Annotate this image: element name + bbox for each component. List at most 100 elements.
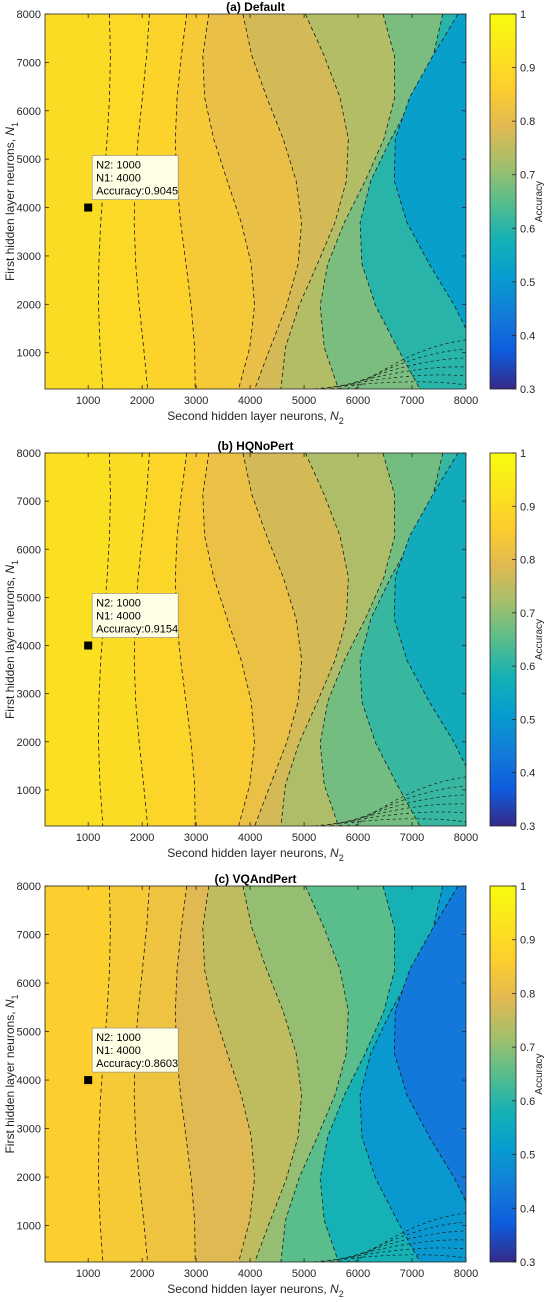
- x-axis-label-symbol: N: [330, 1282, 339, 1296]
- chart-panel-1: 1000 2000 3000 4000 5000 6000 7000 8000 1000 2000…: [3, 0, 545, 426]
- contour-line-4: [202, 453, 255, 826]
- y-tick-label: 8000: [17, 9, 41, 21]
- colorbar-tick-label: 0.7: [520, 1042, 535, 1054]
- colorbar-tick-label: 0.4: [520, 1203, 535, 1215]
- contour-corner-line: [346, 1221, 466, 1262]
- y-axis-label-symbol: N: [3, 565, 17, 574]
- colorbar-tick-label: 1: [520, 881, 526, 893]
- x-tick-label: 7000: [400, 1268, 424, 1280]
- contour-band-10: [394, 886, 466, 1202]
- y-tick-label: 2000: [17, 737, 41, 749]
- colorbar-tick-label: 0.5: [520, 1150, 535, 1162]
- datatip-box[interactable]: [91, 1027, 179, 1073]
- y-axis-label-subscript: 1: [10, 122, 20, 127]
- x-tick-label: 4000: [238, 395, 262, 407]
- datatip-line-3: Accuracy:0.8603: [96, 1058, 178, 1070]
- contour-line-2: [133, 453, 150, 826]
- x-tick-label: 7000: [400, 832, 424, 844]
- y-axis-label-subscript: 1: [10, 560, 20, 565]
- colorbar-tick-label: 0.6: [520, 1096, 535, 1108]
- x-axis-label-subscript: 2: [339, 853, 344, 863]
- y-tick-label: 4000: [17, 1075, 41, 1087]
- chart-panel-2: 1000 2000 3000 4000 5000 6000 7000 8000 1000 2000…: [3, 439, 545, 863]
- contour-line-1: [98, 453, 111, 826]
- plot-frame: [44, 885, 467, 1263]
- y-tick-label: 1000: [17, 1221, 41, 1233]
- x-tick-label: 7000: [400, 395, 424, 407]
- datatip-marker[interactable]: [84, 203, 93, 212]
- x-tick-label: 3000: [184, 832, 208, 844]
- colorbar-tick-label: 0.7: [520, 170, 535, 182]
- x-tick-label: 5000: [292, 1268, 316, 1280]
- contour-line-9: [393, 886, 466, 1203]
- y-axis-label-text: First hidden layer neurons,: [3, 574, 17, 719]
- colorbar-tick-label: 0.4: [520, 330, 535, 342]
- contour-line-5: [242, 14, 303, 389]
- contour-corner-line: [346, 348, 466, 389]
- x-tick-label: 5000: [292, 395, 316, 407]
- x-tick-label: 4000: [238, 832, 262, 844]
- colorbar-tick-label: 0.3: [520, 821, 535, 833]
- contour-corner-line: [338, 794, 466, 826]
- y-tick-label: 8000: [17, 881, 41, 893]
- x-tick-label: 1000: [76, 395, 100, 407]
- colorbar-tick-label: 0.5: [520, 277, 535, 289]
- y-tick-label: 3000: [17, 251, 41, 263]
- x-tick-label: 1000: [76, 1268, 100, 1280]
- contour-corner-line: [338, 1230, 466, 1262]
- x-axis-label-text: Second hidden layer neurons,: [167, 846, 330, 860]
- x-tick-label: 8000: [454, 832, 478, 844]
- datatip-line-2: N1: 4000: [96, 173, 141, 185]
- x-axis-label-symbol: N: [330, 409, 339, 423]
- y-tick-label: 2000: [17, 299, 41, 311]
- x-axis-label: Second hidden layer neurons, N2: [167, 409, 343, 426]
- x-axis-label-text: Second hidden layer neurons,: [167, 409, 330, 423]
- y-tick-label: 1000: [17, 785, 41, 797]
- x-axis-label-subscript: 2: [339, 416, 344, 426]
- y-axis-label: First hidden layer neurons, N1: [3, 994, 20, 1153]
- y-tick-label: 5000: [17, 592, 41, 604]
- colorbar-tick-label: 1: [520, 448, 526, 460]
- colorbar: [489, 885, 517, 1263]
- colorbar-tick-label: 0.4: [520, 768, 535, 780]
- x-tick-label: 6000: [346, 1268, 370, 1280]
- contour-corner-line: [314, 1254, 466, 1262]
- y-tick-label: 5000: [17, 154, 41, 166]
- y-tick-label: 8000: [17, 448, 41, 460]
- contour-corner-line: [314, 381, 466, 389]
- colorbar-label: Accuracy: [534, 619, 545, 660]
- y-tick-label: 7000: [17, 930, 41, 942]
- datatip-line-1: N2: 1000: [96, 1032, 141, 1044]
- datatip-line-2: N1: 4000: [96, 1045, 141, 1057]
- datatip-line-3: Accuracy:0.9045: [96, 186, 178, 198]
- contour-line-5: [242, 886, 303, 1262]
- x-axis-label: Second hidden layer neurons, N2: [167, 1282, 343, 1299]
- y-tick-label: 7000: [17, 57, 41, 69]
- colorbar-tick-label: 0.8: [520, 116, 535, 128]
- x-axis-label-text: Second hidden layer neurons,: [167, 1282, 330, 1296]
- contour-line-6: [280, 14, 349, 389]
- datatip-line-3: Accuracy:0.9154: [96, 624, 178, 636]
- chart-title: (a) Default: [226, 0, 285, 14]
- chart-panel-3: 1000 2000 3000 4000 5000 6000 7000 8000 1000 2000…: [3, 872, 545, 1299]
- datatip-marker[interactable]: [84, 641, 93, 650]
- y-axis-label-symbol: N: [3, 999, 17, 1008]
- x-tick-label: 2000: [130, 395, 154, 407]
- datatip-box[interactable]: [91, 155, 179, 200]
- contour-line-7: [319, 453, 396, 826]
- datatip-box[interactable]: [91, 593, 179, 638]
- contour-line-4: [202, 14, 255, 389]
- colorbar-tick-label: 0.9: [520, 935, 535, 947]
- colorbar-tick-label: 0.7: [520, 608, 535, 620]
- y-tick-label: 6000: [17, 978, 41, 990]
- x-axis-label-symbol: N: [330, 846, 339, 860]
- contour-corner-line: [338, 357, 466, 389]
- x-tick-label: 2000: [130, 1268, 154, 1280]
- y-axis-label-text: First hidden layer neurons,: [3, 1008, 17, 1153]
- plot-area: [45, 14, 466, 389]
- y-tick-label: 4000: [17, 641, 41, 653]
- x-tick-label: 3000: [184, 1268, 208, 1280]
- datatip-marker[interactable]: [84, 1076, 93, 1085]
- contour-line-9: [393, 14, 466, 330]
